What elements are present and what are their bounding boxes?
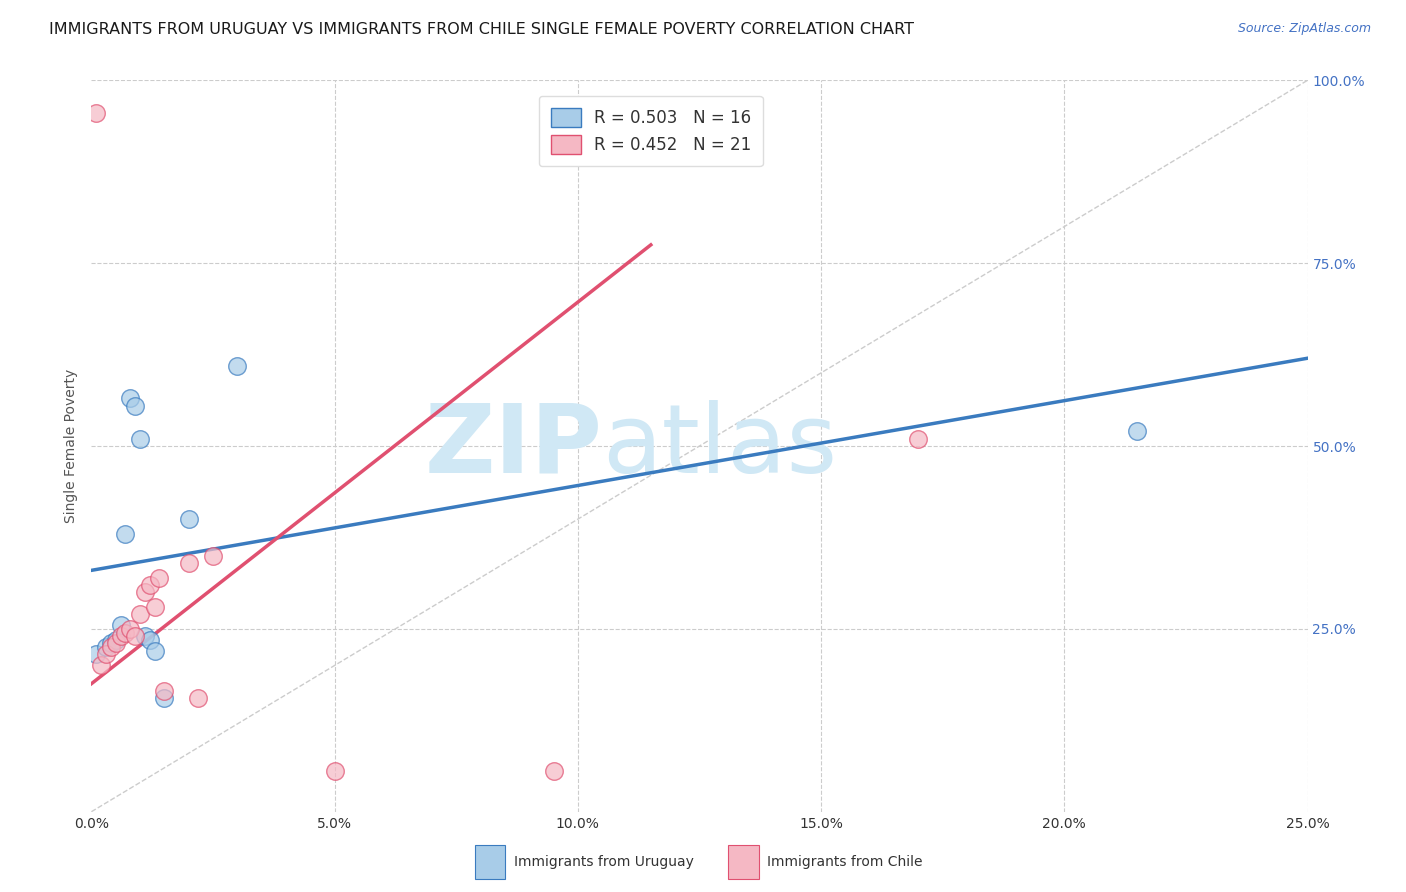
Point <box>153 684 176 698</box>
Point <box>90 658 112 673</box>
Text: atlas: atlas <box>602 400 838 492</box>
Point <box>124 399 146 413</box>
Point <box>139 578 162 592</box>
Point <box>110 618 132 632</box>
Point <box>139 632 162 647</box>
Point <box>94 640 117 655</box>
Point <box>153 691 176 706</box>
Point <box>124 629 146 643</box>
Point <box>187 691 209 706</box>
Text: Source: ZipAtlas.com: Source: ZipAtlas.com <box>1237 22 1371 36</box>
Point <box>177 512 200 526</box>
Point <box>1126 425 1149 439</box>
Point <box>100 640 122 655</box>
Text: Immigrants from Chile: Immigrants from Chile <box>768 855 922 869</box>
Point <box>114 625 136 640</box>
Point <box>84 648 107 662</box>
Point <box>907 432 929 446</box>
Point <box>177 556 200 570</box>
Point <box>202 549 225 563</box>
Point <box>104 632 127 647</box>
Point <box>104 636 127 650</box>
Point <box>110 629 132 643</box>
Point <box>143 644 166 658</box>
Legend: R = 0.503   N = 16, R = 0.452   N = 21: R = 0.503 N = 16, R = 0.452 N = 21 <box>538 96 763 166</box>
Point <box>134 585 156 599</box>
Bar <box>728 845 759 879</box>
Point <box>226 359 249 373</box>
Bar <box>475 845 506 879</box>
Point <box>114 526 136 541</box>
Text: Immigrants from Uruguay: Immigrants from Uruguay <box>515 855 693 869</box>
Point <box>84 106 107 120</box>
Point <box>120 622 142 636</box>
Point <box>148 571 170 585</box>
Text: ZIP: ZIP <box>425 400 602 492</box>
Point <box>129 607 152 622</box>
Point <box>100 636 122 650</box>
Point <box>94 648 117 662</box>
Text: IMMIGRANTS FROM URUGUAY VS IMMIGRANTS FROM CHILE SINGLE FEMALE POVERTY CORRELATI: IMMIGRANTS FROM URUGUAY VS IMMIGRANTS FR… <box>49 22 914 37</box>
Y-axis label: Single Female Poverty: Single Female Poverty <box>65 369 79 523</box>
Point <box>143 599 166 614</box>
Point <box>323 764 346 779</box>
Point <box>120 392 142 406</box>
Point <box>134 629 156 643</box>
Point <box>543 764 565 779</box>
Point <box>129 432 152 446</box>
